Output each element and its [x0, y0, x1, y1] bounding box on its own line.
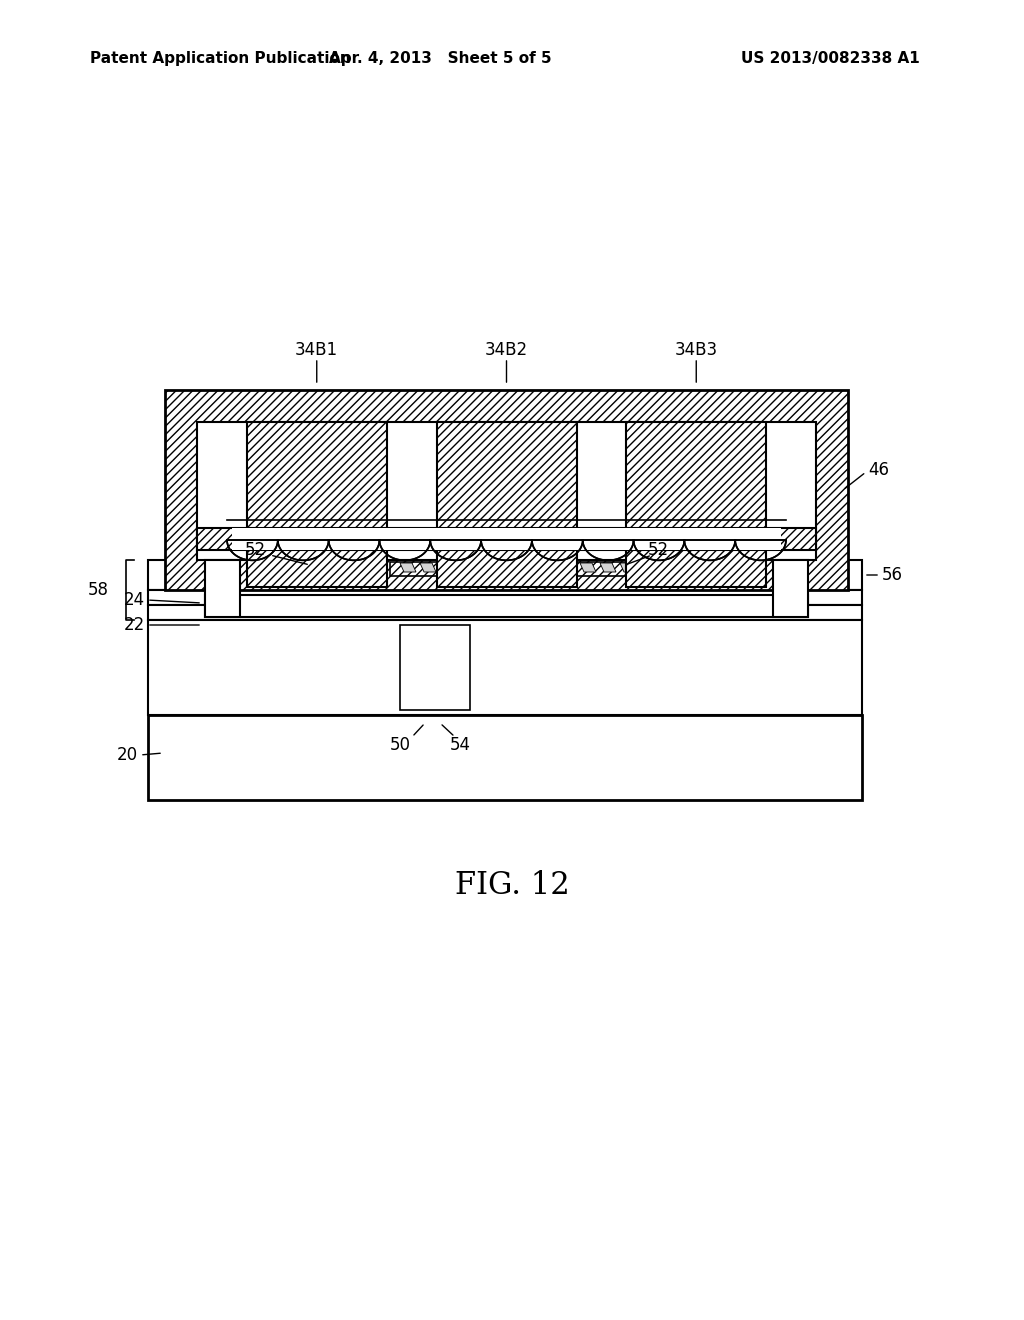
Bar — [205, 560, 240, 616]
Polygon shape — [500, 564, 516, 572]
Bar — [148, 605, 862, 620]
Polygon shape — [480, 564, 496, 572]
Polygon shape — [600, 564, 616, 572]
Bar — [165, 389, 848, 590]
Bar — [197, 528, 816, 550]
Bar — [247, 422, 387, 587]
Text: 46: 46 — [868, 461, 889, 479]
Polygon shape — [620, 564, 636, 572]
Polygon shape — [420, 564, 436, 572]
Bar — [148, 560, 862, 590]
Text: 22: 22 — [124, 616, 145, 634]
Bar — [773, 560, 808, 616]
Text: 52: 52 — [647, 541, 669, 558]
Text: 20: 20 — [117, 746, 138, 764]
Bar — [148, 620, 862, 715]
Text: 54: 54 — [450, 737, 470, 754]
Text: 52: 52 — [245, 541, 265, 558]
Text: US 2013/0082338 A1: US 2013/0082338 A1 — [741, 50, 920, 66]
Text: FIG. 12: FIG. 12 — [455, 870, 569, 900]
Bar — [400, 624, 470, 710]
Polygon shape — [340, 564, 359, 572]
Text: Patent Application Publication: Patent Application Publication — [90, 50, 351, 66]
Polygon shape — [520, 564, 536, 572]
Polygon shape — [560, 564, 575, 572]
Bar — [148, 715, 862, 800]
Text: 24: 24 — [124, 591, 145, 609]
Bar — [197, 422, 816, 560]
Polygon shape — [298, 564, 334, 572]
Text: 58: 58 — [88, 581, 109, 599]
Text: Apr. 4, 2013   Sheet 5 of 5: Apr. 4, 2013 Sheet 5 of 5 — [329, 50, 551, 66]
Polygon shape — [540, 564, 556, 572]
Bar — [148, 590, 862, 605]
Polygon shape — [580, 564, 596, 572]
Polygon shape — [460, 564, 476, 572]
Polygon shape — [635, 564, 651, 572]
Bar — [205, 595, 808, 616]
Bar — [290, 562, 360, 576]
Bar — [390, 562, 660, 576]
Polygon shape — [400, 564, 416, 572]
Bar — [627, 422, 766, 587]
Text: 34B2: 34B2 — [485, 341, 528, 359]
Text: 34B1: 34B1 — [295, 341, 338, 359]
Bar — [232, 528, 781, 550]
Polygon shape — [440, 564, 456, 572]
Text: 56: 56 — [882, 566, 903, 583]
Text: 34B3: 34B3 — [675, 341, 718, 359]
Bar — [436, 422, 577, 587]
Text: 50: 50 — [389, 737, 411, 754]
